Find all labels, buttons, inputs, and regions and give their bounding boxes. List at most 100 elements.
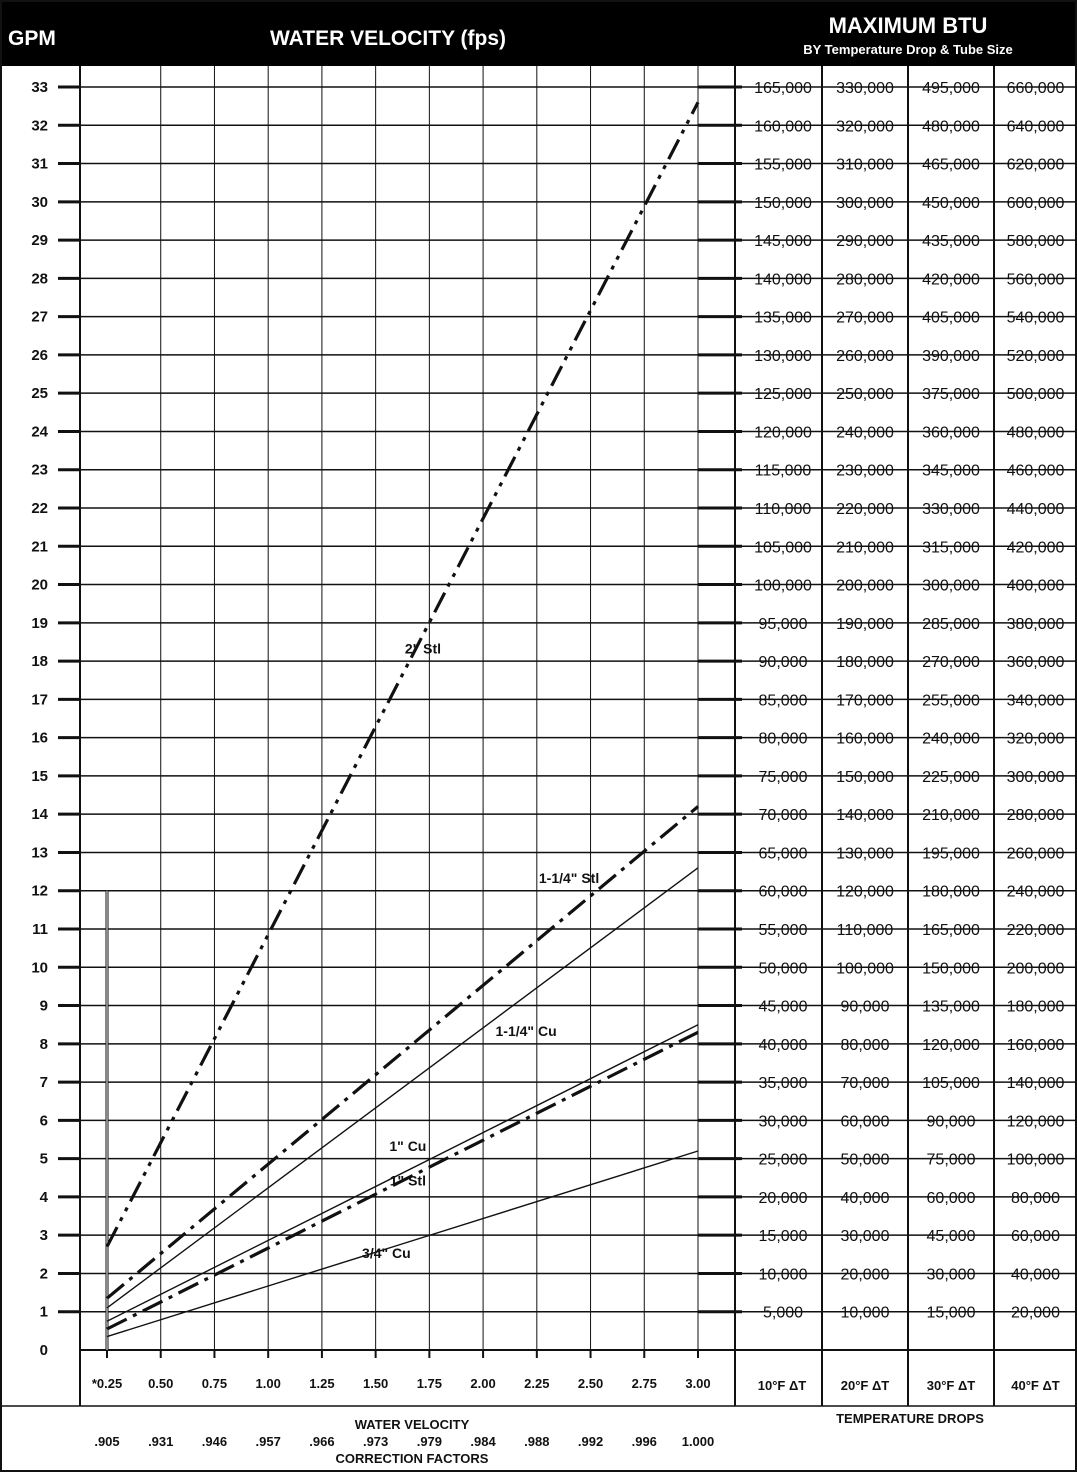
y-tick-label: 31	[31, 156, 48, 173]
series-line	[105, 805, 700, 1300]
btu-cell: 360,000	[922, 424, 980, 441]
btu-cell: 520,000	[1007, 348, 1065, 365]
y-tick-label: 0	[40, 1342, 48, 1359]
y-tick-label: 25	[31, 385, 48, 402]
x-tick-label: 0.75	[202, 1376, 227, 1391]
y-tick-label: 7	[40, 1074, 48, 1091]
btu-cell: 240,000	[1007, 884, 1065, 901]
series-line	[106, 867, 699, 1309]
y-tick-label: 19	[31, 615, 48, 632]
btu-cell: 310,000	[836, 157, 894, 174]
btu-cell: 220,000	[1007, 922, 1065, 939]
btu-cell: 240,000	[922, 731, 980, 748]
x-tick-label: 2.50	[578, 1376, 603, 1391]
btu-cell: 150,000	[922, 960, 980, 977]
btu-cell: 360,000	[1007, 654, 1065, 671]
y-tick-label: 6	[40, 1112, 48, 1129]
btu-cell: 500,000	[1007, 386, 1065, 403]
btu-cell: 255,000	[922, 692, 980, 709]
btu-cell: 315,000	[922, 539, 980, 556]
x-tick-label: 2.00	[470, 1376, 495, 1391]
y-tick-label: 9	[40, 998, 48, 1015]
btu-cell: 130,000	[754, 348, 812, 365]
btu-cell: 540,000	[1007, 310, 1065, 327]
btu-cell: 105,000	[922, 1075, 980, 1092]
y-tick-label: 4	[40, 1189, 49, 1206]
btu-cell: 345,000	[922, 463, 980, 480]
btu-cell: 40,000	[841, 1190, 890, 1207]
btu-cell: 45,000	[759, 999, 808, 1016]
series-line	[106, 1024, 699, 1322]
btu-cell: 210,000	[922, 807, 980, 824]
btu-cell: 180,000	[836, 654, 894, 671]
btu-cell: 480,000	[922, 118, 980, 135]
btu-cell: 60,000	[759, 884, 808, 901]
btu-cell: 20,000	[841, 1266, 890, 1283]
btu-cell: 220,000	[836, 501, 894, 518]
btu-cell: 150,000	[836, 769, 894, 786]
y-tick-label: 2	[40, 1265, 48, 1282]
btu-cell: 30,000	[927, 1266, 976, 1283]
btu-cell: 30,000	[759, 1113, 808, 1130]
correction-factor-label: .973	[363, 1434, 388, 1449]
btu-cell: 180,000	[1007, 999, 1065, 1016]
btu-cell: 80,000	[841, 1037, 890, 1054]
btu-cell: 190,000	[836, 616, 894, 633]
btu-cell: 460,000	[1007, 463, 1065, 480]
btu-cell: 240,000	[836, 424, 894, 441]
btu-cell: 165,000	[754, 80, 812, 97]
btu-cell: 170,000	[836, 692, 894, 709]
btu-cell: 300,000	[1007, 769, 1065, 786]
correction-factor-label: .992	[578, 1434, 603, 1449]
btu-cell: 145,000	[754, 233, 812, 250]
btu-subtitle: BY Temperature Drop & Tube Size	[803, 42, 1013, 57]
btu-cell: 60,000	[927, 1190, 976, 1207]
y-tick-label: 12	[31, 883, 48, 900]
btu-cell: 200,000	[1007, 960, 1065, 977]
y-tick-label: 18	[31, 653, 48, 670]
btu-cell: 85,000	[759, 692, 808, 709]
y-tick-label: 32	[31, 117, 48, 134]
btu-cell: 580,000	[1007, 233, 1065, 250]
x-tick-label: 1.00	[256, 1376, 281, 1391]
btu-cell: 70,000	[759, 807, 808, 824]
btu-cell: 100,000	[1007, 1152, 1065, 1169]
x-tick-label: 2.25	[524, 1376, 549, 1391]
velocity-axis-title: WATER VELOCITY (fps)	[270, 27, 506, 50]
btu-cell: 405,000	[922, 310, 980, 327]
btu-cell: 380,000	[1007, 616, 1065, 633]
btu-cell: 210,000	[836, 539, 894, 556]
btu-cell: 195,000	[922, 845, 980, 862]
y-tick-label: 10	[31, 959, 48, 976]
y-tick-label: 16	[31, 730, 48, 747]
btu-title: MAXIMUM BTU	[829, 13, 988, 38]
correction-factor-label: .946	[202, 1434, 227, 1449]
x-tick-label: 3.00	[685, 1376, 710, 1391]
btu-cell: 15,000	[759, 1228, 808, 1245]
x-tick-label: *0.25	[92, 1376, 122, 1391]
temp-drop-header: 40°F ΔT	[1011, 1378, 1060, 1393]
btu-table: 5,000 10,000 15,000 20,000 10,000 20,000 30,00…	[754, 66, 1065, 1406]
btu-cell: 560,000	[1007, 271, 1065, 288]
btu-cell: 330,000	[922, 501, 980, 518]
y-tick-label: 5	[40, 1151, 48, 1168]
btu-cell: 285,000	[922, 616, 980, 633]
btu-cell: 330,000	[836, 80, 894, 97]
btu-cell: 110,000	[837, 922, 894, 939]
btu-cell: 420,000	[922, 271, 980, 288]
series-label: 3/4" Cu	[362, 1245, 411, 1261]
btu-cell: 20,000	[1011, 1305, 1060, 1322]
btu-cell: 600,000	[1007, 195, 1065, 212]
series-lines: 2" Stl 1-1/4" Stl 1-1/4" Cu 1" Cu 1" Stl 3/4"…	[105, 101, 700, 1338]
btu-cell: 225,000	[922, 769, 980, 786]
btu-cell: 230,000	[836, 463, 894, 480]
series-label: 1" Stl	[390, 1172, 426, 1188]
btu-cell: 270,000	[922, 654, 980, 671]
btu-cell: 70,000	[841, 1075, 890, 1092]
correction-factors-title: CORRECTION FACTORS	[336, 1451, 489, 1466]
btu-cell: 90,000	[841, 999, 890, 1016]
y-tick-label: 14	[31, 806, 48, 823]
